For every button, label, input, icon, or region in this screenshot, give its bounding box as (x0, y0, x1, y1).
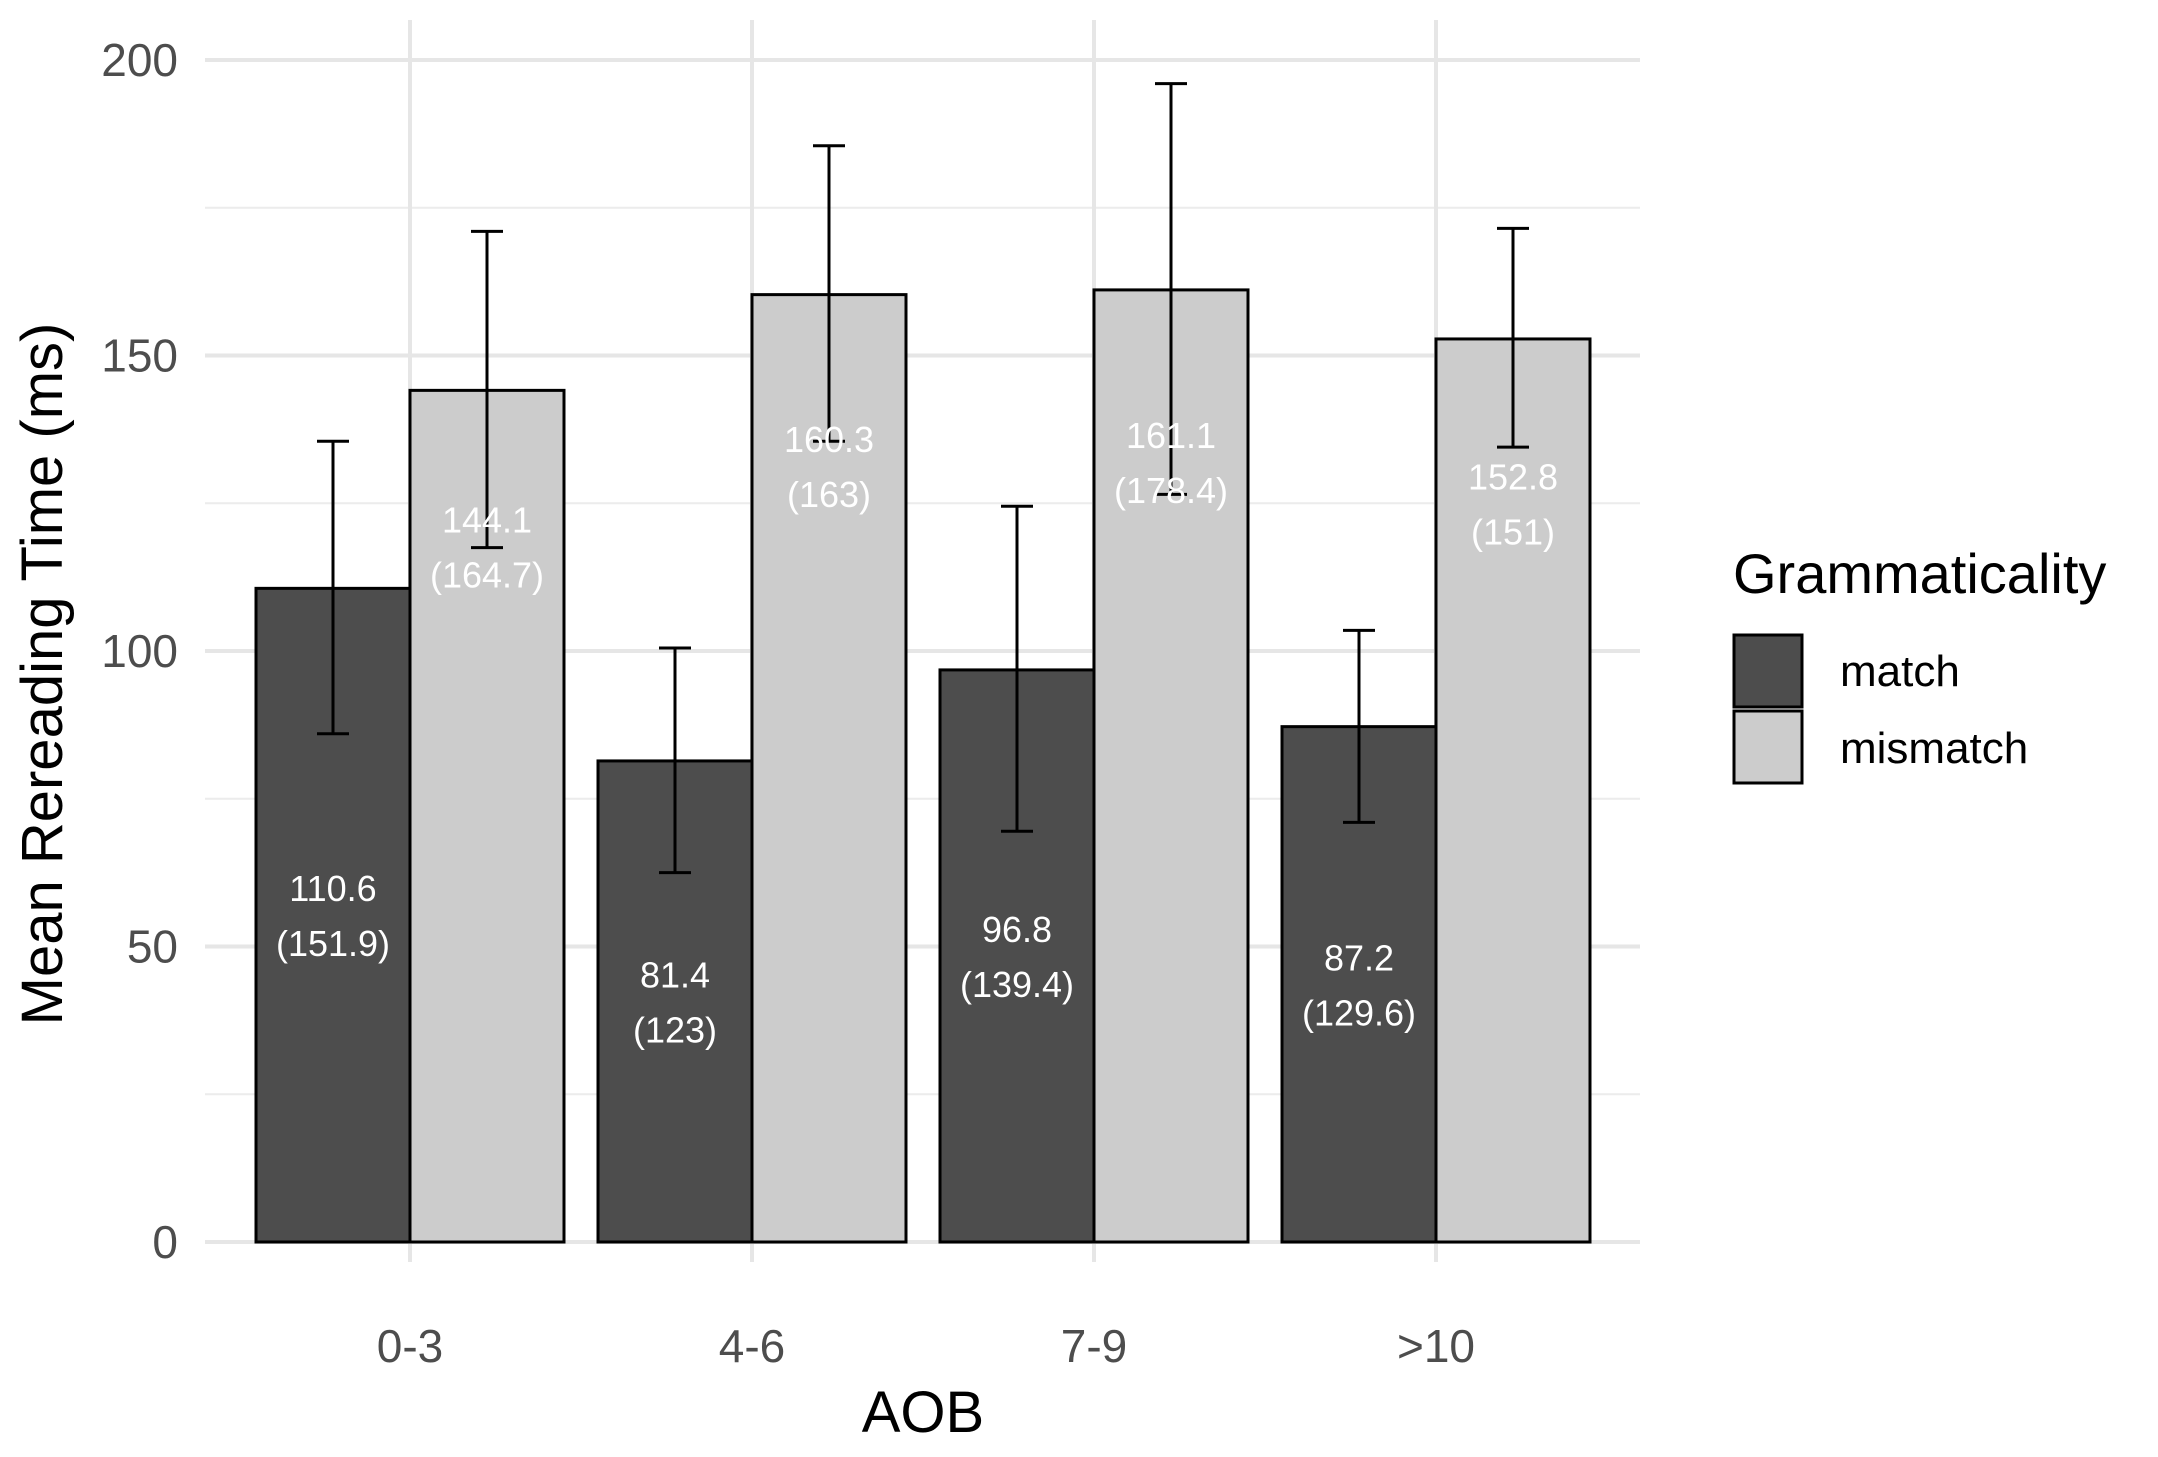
y-tick-label: 50 (127, 921, 178, 973)
x-tick-labels: 0-3 4-6 7-9 >10 (377, 1320, 1475, 1372)
legend: Grammaticality match mismatch (1732, 542, 2106, 785)
x-tick-label: 0-3 (377, 1320, 443, 1372)
bar-sd-label: (164.7) (430, 555, 544, 596)
error-bar-match (659, 646, 691, 875)
bars (254, 288, 1592, 1244)
bar-sd-label: (178.4) (1114, 470, 1228, 511)
error-bar-mismatch (813, 144, 845, 443)
legend-title: Grammaticality (1733, 542, 2106, 605)
legend-key-match (1732, 633, 1804, 709)
y-tick-label: 200 (101, 34, 178, 86)
bar-mismatch (1434, 337, 1592, 1244)
bar-sd-label: (151) (1471, 511, 1555, 552)
bar-value-label: 110.6 (289, 868, 376, 909)
error-bar-mismatch (471, 229, 503, 550)
bar-sd-label: (129.6) (1302, 992, 1416, 1033)
y-axis-title: Mean Rereading Time (ms) (10, 323, 75, 1026)
y-tick-label: 100 (101, 625, 178, 677)
bar-sd-label: (151.9) (276, 923, 390, 964)
error-bar-match (317, 439, 349, 736)
bar-sd-label: (163) (787, 474, 871, 515)
bar-value-label: 87.2 (1324, 937, 1394, 978)
x-tick-label: 7-9 (1061, 1320, 1127, 1372)
bar-value-label: 160.3 (784, 419, 874, 460)
legend-key-mismatch (1732, 709, 1804, 785)
error-bar-match (1001, 504, 1033, 833)
y-tick-labels: 0 50 100 150 200 (101, 34, 178, 1268)
x-axis-title: AOB (862, 1380, 985, 1445)
x-tick-label: >10 (1397, 1320, 1475, 1372)
bar-value-label: 81.4 (640, 954, 710, 995)
bar-sd-label: (139.4) (960, 964, 1074, 1005)
error-bar-match (1343, 628, 1375, 824)
bar-mismatch (750, 293, 908, 1244)
bar-value-label: 96.8 (982, 909, 1052, 950)
error-bars (317, 82, 1529, 875)
x-tick-label: 4-6 (719, 1320, 785, 1372)
bar-value-label: 152.8 (1468, 456, 1558, 497)
bar-value-label: 144.1 (442, 500, 532, 541)
y-tick-label: 150 (101, 330, 178, 382)
error-bar-mismatch (1155, 82, 1187, 496)
bar-sd-label: (123) (633, 1009, 717, 1050)
bar-value-label: 161.1 (1126, 415, 1216, 456)
legend-label-mismatch: mismatch (1840, 724, 2028, 773)
legend-label-match: match (1840, 647, 1960, 696)
bar-labels: 110.6 (151.9) 81.4 (123) 96.8 (139.4) 87.2 (129… (276, 415, 1558, 1050)
y-tick-label: 0 (152, 1216, 178, 1268)
error-bar-mismatch (1497, 226, 1529, 449)
